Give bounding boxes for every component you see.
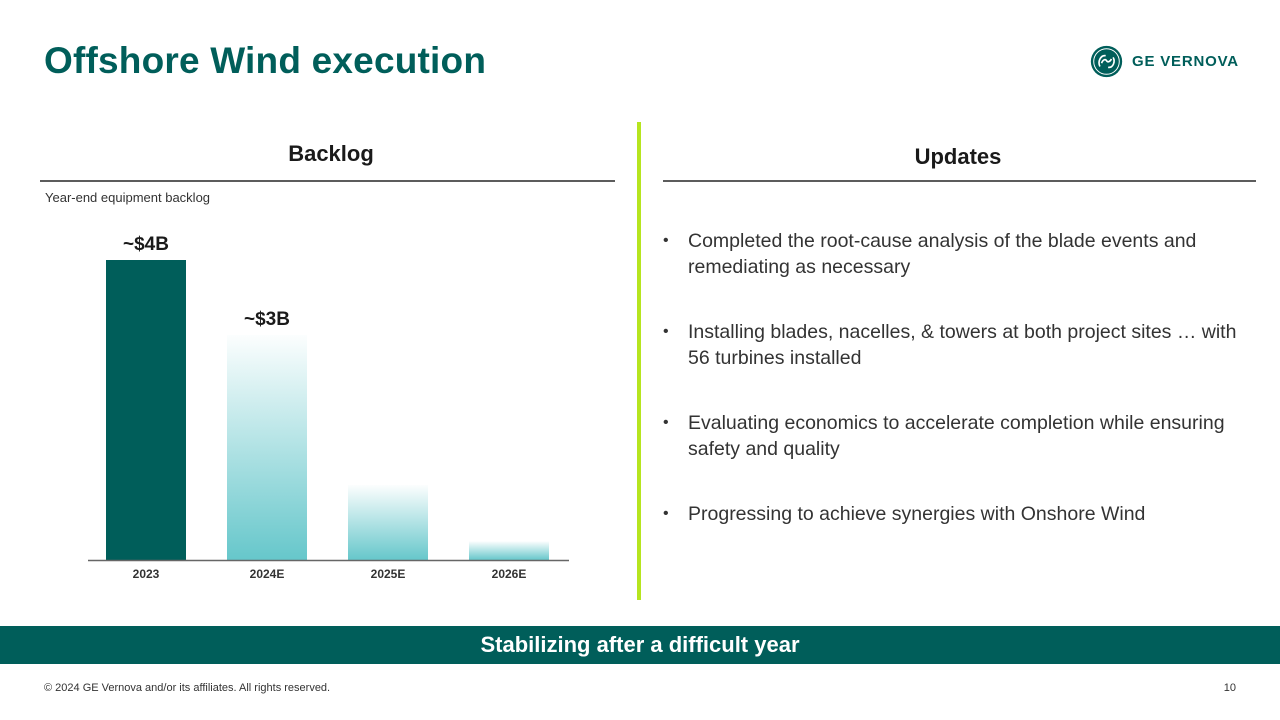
backlog-heading: Backlog [288, 141, 374, 166]
bullet-icon: • [663, 232, 669, 249]
updates-heading-rule [663, 180, 1256, 182]
page-number: 10 [1223, 682, 1236, 694]
bullet-icon: • [663, 505, 669, 522]
data-label: ~$3B [244, 309, 290, 330]
bar-2025E [348, 485, 428, 560]
x-tick-label: 2026E [492, 567, 527, 581]
backlog-bar-chart: 2023 ~$4B 2024E ~$3B 2025E 2026E [88, 234, 569, 581]
x-tick-label: 2023 [133, 567, 160, 581]
bar-2026E [469, 541, 549, 560]
data-label: ~$4B [123, 234, 169, 255]
bullet-icon: • [663, 414, 669, 431]
page-title: Offshore Wind execution [44, 40, 487, 81]
copyright-footer: © 2024 GE Vernova and/or its affiliates.… [44, 682, 331, 694]
updates-heading: Updates [914, 144, 1002, 169]
ge-vernova-logo: GE VERNOVA [1090, 44, 1240, 78]
x-tick-label: 2024E [250, 567, 285, 581]
x-tick-label: 2025E [371, 567, 406, 581]
chart-subtitle: Year-end equipment backlog [45, 190, 211, 205]
bullet-text: Evaluating economics to accelerate compl… [688, 412, 1225, 460]
updates-list: • Completed the root-cause analysis of th… [660, 228, 1260, 566]
list-item: • Installing blades, nacelles, & towers a… [660, 319, 1260, 371]
logo-wordmark: GE VERNOVA [1132, 52, 1239, 70]
list-item: • Progressing to achieve synergies with O… [660, 501, 1260, 527]
summary-banner: Stabilizing after a difficult year [0, 626, 1280, 664]
panel-divider [637, 122, 641, 600]
backlog-heading-rule [40, 180, 615, 182]
bullet-text: Completed the root-cause analysis of the… [688, 230, 1197, 278]
list-item: • Evaluating economics to accelerate comp… [660, 410, 1260, 462]
bar-2023 [106, 260, 186, 560]
list-item: • Completed the root-cause analysis of th… [660, 228, 1260, 280]
bullet-text: Installing blades, nacelles, & towers at… [688, 321, 1237, 369]
ge-monogram-icon [1090, 45, 1123, 77]
bullet-icon: • [663, 323, 669, 340]
bar-2024E [227, 335, 307, 560]
bullet-text: Progressing to achieve synergies with On… [688, 503, 1146, 525]
